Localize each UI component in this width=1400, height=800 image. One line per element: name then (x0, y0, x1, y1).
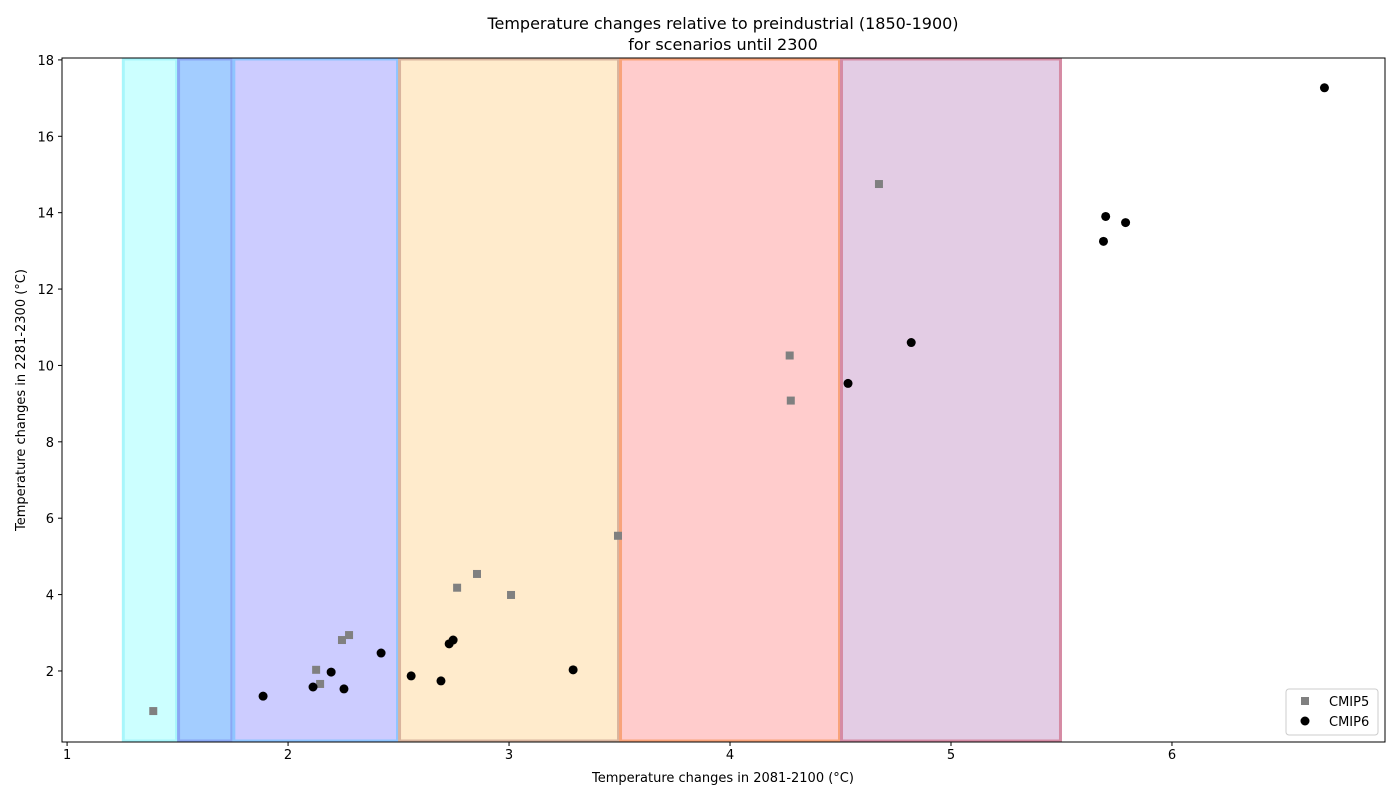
cmip5-point (507, 590, 516, 599)
legend: CMIP5 CMIP6 (1285, 688, 1379, 736)
band-2 (232, 57, 400, 743)
cmip5-point (345, 631, 354, 640)
legend-marker-cmip5 (1301, 697, 1309, 705)
y-tick-label: 12 (37, 283, 54, 298)
x-tick-label: 2 (284, 748, 292, 763)
cmip5-point (786, 396, 795, 405)
band-0 (121, 57, 179, 743)
y-tick-label: 8 (46, 436, 54, 451)
cmip5-point (472, 569, 481, 578)
band-4 (619, 57, 842, 743)
cmip6-point (308, 682, 318, 692)
axes-frame (61, 57, 1386, 743)
band-3 (398, 57, 621, 743)
y-tick-label: 16 (37, 130, 54, 145)
x-tick-label: 4 (726, 748, 734, 763)
cmip6-point (568, 665, 578, 675)
legend-label-cmip6: CMIP6 (1329, 715, 1369, 730)
cmip6-point (436, 676, 446, 686)
cmip5-point (312, 665, 321, 674)
band-1 (177, 57, 234, 743)
cmip5-point (149, 707, 158, 716)
cmip5-point (874, 180, 883, 189)
cmip6-point (1121, 218, 1131, 228)
cmip6-point (258, 691, 268, 701)
cmip6-point (1098, 236, 1108, 246)
y-tick-label: 2 (46, 665, 54, 680)
y-axis-label: Temperature changes in 2281-2300 (°C) (14, 269, 29, 532)
y-tick-label: 4 (46, 589, 54, 604)
cmip6-point (339, 684, 349, 694)
cmip6-point (448, 635, 458, 645)
x-tick-label: 1 (63, 748, 71, 763)
chart-subtitle: for scenarios until 2300 (628, 35, 818, 54)
legend-marker-cmip6 (1300, 716, 1310, 726)
cmip6-point (843, 378, 853, 388)
cmip5-point (613, 531, 622, 540)
cmip5-point (785, 351, 794, 360)
x-axis-label: Temperature changes in 2081-2100 (°C) (591, 771, 854, 786)
cmip5-point (316, 679, 325, 688)
legend-label-cmip5: CMIP5 (1329, 695, 1369, 710)
cmip6-point (1101, 211, 1111, 221)
x-tick-label: 5 (947, 748, 955, 763)
y-tick-label: 6 (46, 512, 54, 527)
cmip5-point (337, 636, 346, 645)
y-tick-label: 10 (37, 359, 54, 374)
band-5 (840, 57, 1062, 743)
cmip6-point (906, 338, 916, 348)
cmip6-point (376, 648, 386, 658)
cmip5-point (453, 583, 462, 592)
cmip6-point (326, 667, 336, 677)
chart-title: Temperature changes relative to preindus… (486, 14, 958, 33)
y-tick-label: 14 (37, 207, 54, 222)
cmip6-point (1319, 83, 1329, 93)
x-tick-label: 6 (1168, 748, 1176, 763)
cmip6-point (406, 671, 416, 681)
x-tick-label: 3 (505, 748, 513, 763)
y-tick-label: 18 (37, 54, 54, 69)
